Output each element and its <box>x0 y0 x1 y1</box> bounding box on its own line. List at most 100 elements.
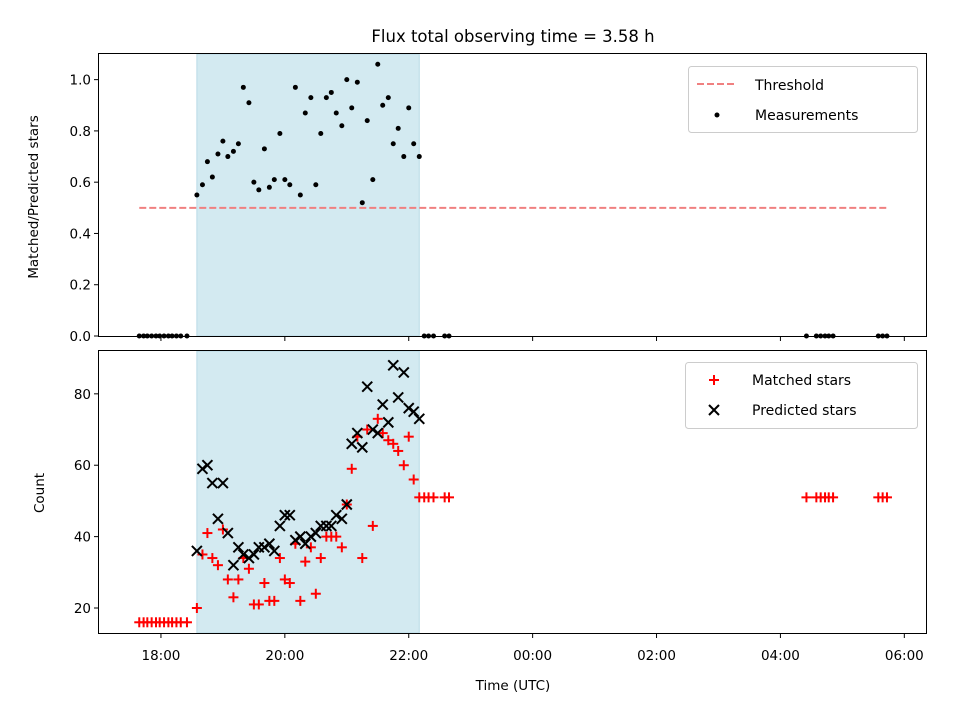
predicted-star-point <box>372 427 384 439</box>
matched-star-point <box>259 578 270 589</box>
threshold-legend-label: Threshold <box>754 78 824 94</box>
predicted-star-point <box>299 538 311 550</box>
matched-star-point <box>444 492 455 503</box>
predicted-star-point <box>222 527 234 539</box>
measurement-point <box>359 200 365 206</box>
measurement-point <box>230 148 236 154</box>
matched-star-point <box>310 588 321 599</box>
predicted-star-point <box>392 391 404 404</box>
predicted-star-point <box>356 441 368 454</box>
x-axis-label: Time (UTC) <box>475 678 551 694</box>
measurement-point <box>380 102 386 108</box>
top-ytick-label: 0.4 <box>70 226 91 242</box>
predicted-star-point <box>398 366 410 379</box>
predicted-star-point <box>413 413 425 425</box>
predicted-star-point <box>206 477 219 489</box>
predicted-star-point <box>284 509 296 521</box>
measurement-point <box>240 84 246 90</box>
matched-star-point <box>228 592 239 603</box>
observing-span-shade <box>196 350 420 634</box>
matched-star-point <box>367 520 378 531</box>
predicted-legend-label: Predicted stars <box>752 403 857 419</box>
predicted-star-point <box>232 541 245 554</box>
measurement-point <box>333 110 339 116</box>
matched-star-point <box>212 560 223 571</box>
chart-title: Flux total observing time = 3.58 h <box>371 27 654 46</box>
top-ytick-label: 0.6 <box>70 175 91 191</box>
measurement-point <box>401 154 407 160</box>
measurement-point <box>297 192 303 198</box>
matched-star-point <box>181 617 192 628</box>
matched-star-point <box>403 431 414 442</box>
top-ytick-label: 0.2 <box>70 278 91 294</box>
matched-star-point <box>233 574 244 585</box>
measurement-point <box>385 95 391 101</box>
measurement-point <box>287 182 293 188</box>
top-ytick-label: 0.0 <box>70 329 91 345</box>
bottom-y-axis-label: Count <box>32 473 48 513</box>
matched-star-point <box>408 474 419 485</box>
matched-star-point <box>207 553 218 564</box>
matched-legend-swatch <box>709 375 719 385</box>
matched-star-point <box>336 542 347 553</box>
predicted-star-point <box>279 509 291 521</box>
measurements-legend-swatch <box>714 112 720 118</box>
predicted-star-point <box>263 538 276 550</box>
measurement-point <box>199 182 205 188</box>
predicted-star-point <box>248 548 260 561</box>
predicted-star-point <box>201 459 214 471</box>
measurement-point <box>395 125 401 131</box>
measurement-point <box>390 141 396 147</box>
xtick-label: 00:00 <box>513 648 552 664</box>
matched-star-point <box>346 463 357 474</box>
observing-span-shade <box>196 53 420 337</box>
matched-star-point <box>362 424 373 435</box>
measurement-point <box>220 138 226 144</box>
xtick-label: 02:00 <box>637 648 676 664</box>
predicted-star-point <box>212 513 224 525</box>
measurement-point <box>194 192 200 198</box>
measurement-point <box>235 141 241 147</box>
xtick-label: 22:00 <box>389 648 428 664</box>
top-legend: Threshold Measurements <box>688 66 918 133</box>
measurement-point <box>282 177 288 183</box>
predicted-star-point <box>320 520 333 532</box>
measurements-legend-label: Measurements <box>755 108 858 124</box>
top-plot-frame <box>98 53 927 337</box>
bottom-ytick-label: 20 <box>74 601 91 617</box>
measurement-point <box>256 187 262 193</box>
measurement-point <box>323 95 329 101</box>
measurement-point <box>364 118 370 124</box>
predicted-star-point <box>377 398 389 411</box>
measurement-point <box>215 151 221 157</box>
predicted-star-point <box>361 380 373 393</box>
measurement-point <box>354 79 360 85</box>
matched-star-point <box>428 492 439 503</box>
measurement-point <box>292 84 298 90</box>
matched-legend-label: Matched stars <box>752 373 851 389</box>
measurement-point <box>261 146 267 152</box>
xtick-label: 18:00 <box>141 648 180 664</box>
measurement-point <box>225 154 231 160</box>
bottom-ytick-label: 80 <box>74 387 91 403</box>
predicted-star-point <box>237 548 250 561</box>
xtick-label: 20:00 <box>265 648 304 664</box>
bottom-ytick-label: 40 <box>74 530 91 546</box>
measurement-point <box>302 110 308 116</box>
predicted-star-point <box>294 530 307 543</box>
xtick-label: 06:00 <box>885 648 924 664</box>
measurement-point <box>209 174 215 180</box>
top-panel: 0.0 0.2 0.4 0.6 0.8 1.0 Matched/Predicted sta… <box>26 53 927 345</box>
matched-star-point <box>269 595 280 606</box>
measurement-point <box>308 95 314 101</box>
bottom-plot-frame <box>98 350 927 634</box>
matched-star-point <box>274 553 285 564</box>
matched-star-point <box>388 438 399 449</box>
bottom-legend-box <box>685 362 918 429</box>
matched-star-point <box>284 578 295 589</box>
measurement-point <box>339 123 345 129</box>
predicted-star-point <box>346 438 358 450</box>
measurement-point <box>416 154 422 160</box>
matched-star-point <box>191 603 202 614</box>
